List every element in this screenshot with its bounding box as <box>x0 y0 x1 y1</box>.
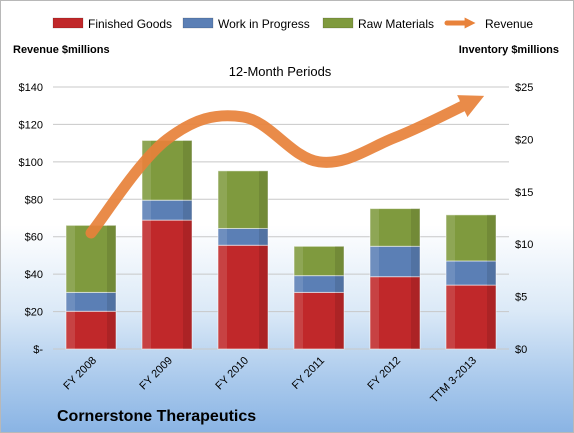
bar-highlight <box>446 260 455 286</box>
x-tick-label: FY 2010 <box>213 355 251 393</box>
bar-shade <box>259 245 268 349</box>
legend-item-finished-goods: Finished Goods <box>52 17 172 31</box>
left-tick-label: $40 <box>25 269 43 281</box>
bar-shade <box>183 140 192 201</box>
bar-shade <box>411 246 420 277</box>
x-axis-ticks: FY 2008 FY 2009 FY 2010 FY 2011 FY 2012 TTM 3… <box>61 355 479 406</box>
legend-label: Revenue <box>485 17 533 31</box>
legend-swatch <box>182 17 214 29</box>
bar-raw-materials <box>445 214 497 262</box>
left-axis-ticks: $- $20 $40 $60 $80 $100 $120 $140 <box>19 82 44 356</box>
right-axis-ticks: $0 $5 $10 $15 $20 $25 <box>515 82 533 356</box>
bar-shade <box>259 170 268 229</box>
legend-item-revenue: Revenue <box>444 17 533 31</box>
bar-highlight <box>66 292 75 312</box>
bar-shade <box>183 200 192 221</box>
x-tick-label: FY 2008 <box>61 355 99 393</box>
right-tick-label: $0 <box>515 344 527 356</box>
legend-label: Finished Goods <box>88 17 172 31</box>
bar-highlight <box>142 220 151 349</box>
bar-shade <box>107 225 116 293</box>
legend-swatch <box>52 17 84 29</box>
bar-highlight <box>294 275 303 293</box>
left-tick-label: $140 <box>19 82 43 94</box>
bar-shade <box>183 220 192 349</box>
bar-shade <box>107 311 116 349</box>
left-tick-label: $20 <box>25 307 43 319</box>
right-tick-label: $10 <box>515 239 533 251</box>
bar-highlight <box>218 245 227 349</box>
bar-raw-materials <box>293 245 345 277</box>
x-tick-label: FY 2011 <box>290 355 327 392</box>
left-tick-label: $60 <box>25 232 43 244</box>
bar-highlight <box>66 311 75 349</box>
bar-highlight <box>142 200 151 221</box>
bar-highlight <box>294 246 303 276</box>
bar-highlight <box>218 228 227 246</box>
chart-title: 12-Month Periods <box>229 64 332 79</box>
x-tick-label: FY 2009 <box>137 355 175 393</box>
bar-highlight <box>446 214 455 261</box>
right-tick-label: $20 <box>515 134 533 146</box>
bar-shade <box>335 275 344 293</box>
bar-shade <box>487 285 496 349</box>
bar-highlight <box>294 292 303 349</box>
bar-shade <box>411 276 420 349</box>
bar-highlight <box>66 225 75 293</box>
bar-finished-goods <box>369 276 421 350</box>
left-tick-label: $100 <box>19 157 43 169</box>
bar-shade <box>259 228 268 246</box>
right-tick-label: $15 <box>515 187 533 199</box>
legend: Finished Goods Work in Progress Raw Materi… <box>52 17 533 31</box>
bar-highlight <box>370 276 379 349</box>
company-name: Cornerstone Therapeutics <box>57 408 256 425</box>
bar-highlight <box>218 170 227 229</box>
legend-item-work-in-progress: Work in Progress <box>182 17 310 31</box>
legend-label: Work in Progress <box>218 17 310 31</box>
right-tick-label: $5 <box>515 292 527 304</box>
bar-highlight <box>370 208 379 247</box>
bar-highlight <box>142 140 151 201</box>
left-tick-label: $80 <box>25 194 43 206</box>
bar-shade <box>411 208 420 247</box>
bar-shade <box>107 292 116 312</box>
x-tick-label: TTM 3-2013 <box>428 355 479 406</box>
bar-raw-materials <box>369 208 421 247</box>
bar-finished-goods <box>141 219 193 350</box>
revenue-line-group <box>85 95 485 239</box>
revenue-line <box>85 95 485 239</box>
bar-shade <box>487 214 496 261</box>
bar-highlight <box>370 246 379 277</box>
bar-finished-goods <box>445 284 497 350</box>
gridlines <box>53 86 509 350</box>
legend-swatch <box>322 17 354 29</box>
bar-shade <box>335 292 344 349</box>
bar-shade <box>335 246 344 276</box>
left-tick-label: $- <box>33 344 43 356</box>
left-tick-label: $120 <box>19 119 43 131</box>
bar-finished-goods <box>217 244 269 350</box>
x-tick-label: FY 2012 <box>365 355 403 393</box>
legend-item-raw-materials: Raw Materials <box>322 17 434 31</box>
right-tick-label: $25 <box>515 82 533 94</box>
left-axis-title: Revenue $millions <box>13 44 110 56</box>
bar-shade <box>487 260 496 286</box>
bars <box>65 139 497 350</box>
right-axis-title: Inventory $millions <box>459 44 559 56</box>
bar-raw-materials <box>217 170 269 229</box>
bar-highlight <box>446 285 455 349</box>
legend-label: Raw Materials <box>358 17 434 31</box>
bar-finished-goods <box>293 291 345 350</box>
